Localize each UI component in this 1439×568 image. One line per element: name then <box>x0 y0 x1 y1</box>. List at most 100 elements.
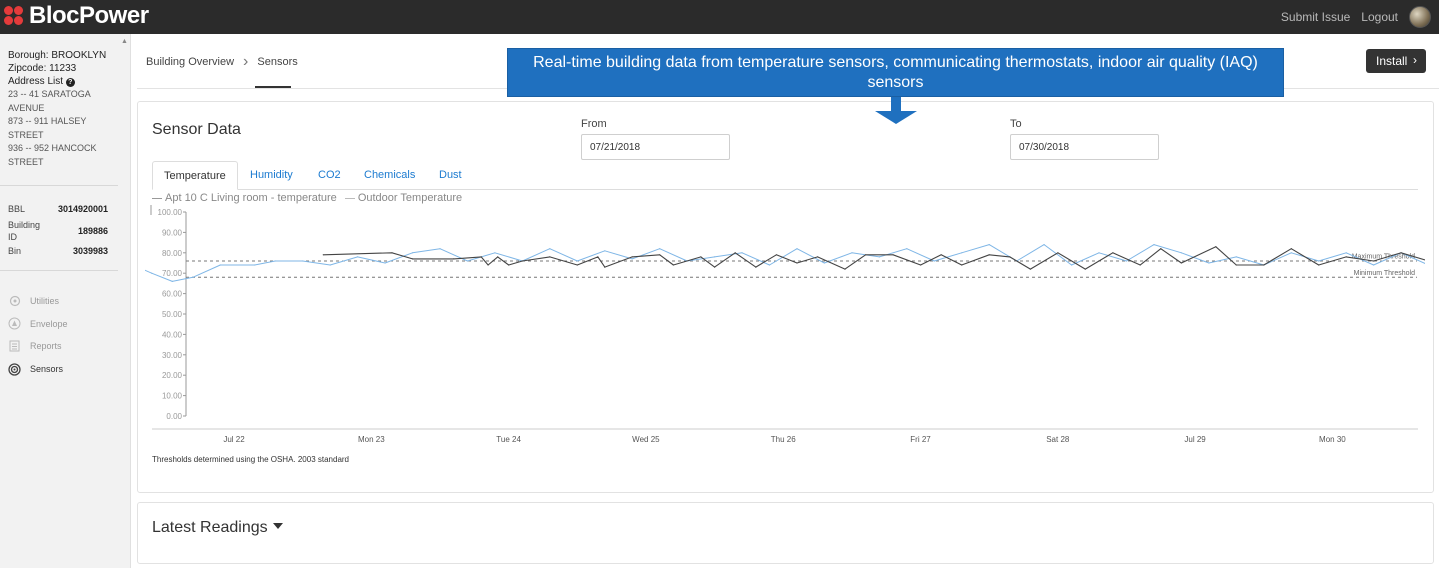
series-point <box>494 252 496 254</box>
from-date-input[interactable] <box>581 134 730 160</box>
series-point <box>391 252 393 254</box>
series-point <box>714 266 716 268</box>
top-right-links: Submit Issue Logout <box>1281 0 1431 34</box>
y-tick-label: 70.00 <box>162 269 183 278</box>
series-line <box>145 244 1425 282</box>
series-point <box>576 260 578 262</box>
series-point <box>1400 252 1402 254</box>
series-point <box>411 252 414 254</box>
install-button[interactable]: Install › <box>1366 49 1426 73</box>
series-point <box>700 256 702 258</box>
building-id-label-line: ID <box>8 231 17 242</box>
series-point <box>329 264 331 266</box>
series-point <box>274 260 276 262</box>
series-point <box>1180 262 1182 264</box>
series-point <box>1290 248 1292 250</box>
series-point <box>480 256 482 258</box>
series-point <box>151 272 153 274</box>
sidebar-item-label: Envelope <box>30 318 68 329</box>
series-point <box>597 256 599 258</box>
scroll-up-icon[interactable]: ▲ <box>121 38 128 45</box>
series-point <box>411 258 414 260</box>
series-point <box>1125 260 1128 262</box>
building-id-value: 189886 <box>77 225 108 236</box>
series-point <box>823 262 826 264</box>
y-tick-label: 10.00 <box>162 392 183 401</box>
breadcrumb-building-overview[interactable]: Building Overview <box>146 56 235 68</box>
series-point <box>1180 252 1182 254</box>
threshold-label: Minimum Threshold <box>1354 270 1415 277</box>
series-point <box>171 280 173 282</box>
sidebar-divider <box>0 185 118 186</box>
tab-co2[interactable]: CO2 <box>318 169 341 181</box>
series-point <box>1160 248 1162 250</box>
chart-legend: Apt 10 C Living room - temperature Outdo… <box>152 192 470 204</box>
legend-item-indoor[interactable]: Apt 10 C Living room - temperature <box>152 192 337 204</box>
latest-readings-toggle[interactable]: Latest Readings <box>152 519 283 537</box>
logo-dots-icon <box>4 5 26 27</box>
series-point <box>549 248 551 250</box>
tab-dust[interactable]: Dust <box>439 169 462 181</box>
y-tick-label: 40.00 <box>162 330 183 339</box>
series-point <box>755 266 757 268</box>
series-point <box>604 250 606 252</box>
sidebar-nav: Utilities Envelope Reports Sensors <box>8 290 68 380</box>
reports-icon <box>8 340 21 353</box>
x-tick-label: Thu 26 <box>771 435 796 444</box>
sidebar-item-utilities[interactable]: Utilities <box>8 290 68 313</box>
annotation-callout: Real-time building data from temperature… <box>507 48 1284 97</box>
borough-text: Borough: BROOKLYN <box>8 50 107 61</box>
series-point <box>920 264 922 266</box>
sidebar-item-sensors[interactable]: Sensors <box>8 358 68 381</box>
zipcode-text: Zipcode: 11233 <box>8 63 77 74</box>
latest-readings-title: Latest Readings <box>152 519 268 536</box>
series-point <box>1235 264 1237 266</box>
tab-temperature[interactable]: Temperature <box>152 161 238 190</box>
series-point <box>1345 252 1347 254</box>
series-point <box>1098 252 1100 254</box>
x-tick-label: Jul 22 <box>223 435 245 444</box>
address-line: STREET <box>8 156 44 167</box>
series-point <box>466 260 469 262</box>
avatar[interactable] <box>1409 6 1431 28</box>
y-tick-label: 0.00 <box>166 412 182 421</box>
series-point <box>844 268 846 270</box>
x-tick-label: Mon 23 <box>358 435 385 444</box>
series-point <box>549 256 551 258</box>
tab-humidity[interactable]: Humidity <box>250 169 293 181</box>
series-point <box>961 252 963 254</box>
series-point <box>878 256 881 258</box>
logout-link[interactable]: Logout <box>1361 10 1398 24</box>
series-point <box>1071 264 1073 266</box>
install-button-label: Install <box>1376 54 1408 68</box>
series-point <box>1112 252 1114 254</box>
to-date-input[interactable] <box>1010 134 1159 160</box>
sidebar-item-label: Sensors <box>30 364 64 375</box>
series-point <box>734 252 736 254</box>
callout-arrow-icon <box>875 97 917 124</box>
sidebar-item-envelope[interactable]: Envelope <box>8 313 68 336</box>
threshold-label: Maximum Threshold <box>1352 253 1415 260</box>
submit-issue-link[interactable]: Submit Issue <box>1280 10 1351 24</box>
breadcrumb-sensors[interactable]: Sensors <box>257 56 298 68</box>
series-point <box>1263 264 1265 266</box>
series-point <box>1318 260 1320 262</box>
blocpower-logo[interactable]: BlocPower <box>4 2 149 30</box>
to-label: To <box>1010 118 1022 130</box>
series-point <box>508 264 510 266</box>
series-point <box>1057 252 1059 254</box>
help-icon[interactable]: ? <box>65 78 75 87</box>
building-id-row: Building ID 189886 <box>8 217 108 244</box>
series-point <box>892 254 894 256</box>
address-list-label: Address List <box>8 76 64 87</box>
tab-chemicals[interactable]: Chemicals <box>364 169 416 181</box>
sidebar-item-reports[interactable]: Reports <box>8 335 68 358</box>
series-point <box>357 256 359 258</box>
x-tick-label: Mon 30 <box>1319 435 1346 444</box>
legend-item-outdoor[interactable]: Outdoor Temperature <box>344 192 462 204</box>
series-point <box>961 264 963 266</box>
address-line: 23 -- 41 SARATOGA <box>8 89 91 99</box>
series-point <box>487 264 489 266</box>
bbl-value: 3014920001 <box>57 204 108 214</box>
series-point <box>1373 260 1375 262</box>
